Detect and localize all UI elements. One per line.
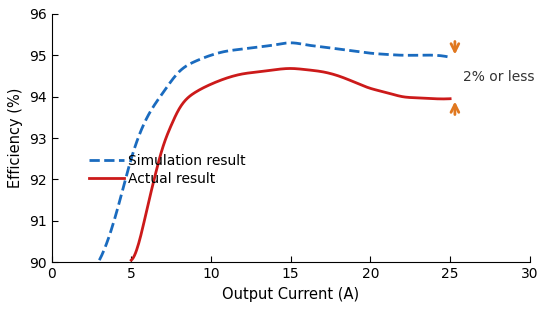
Simulation result — [287, 41, 294, 45]
Text: 2% or less: 2% or less — [463, 70, 535, 84]
Line: Actual result: Actual result — [131, 69, 450, 260]
Actual result — [319, 70, 326, 73]
Actual result — [418, 96, 425, 100]
Simulation result — [96, 258, 103, 262]
X-axis label: Output Current (A): Output Current (A) — [222, 287, 359, 302]
Actual result — [287, 67, 294, 70]
Simulation result — [415, 53, 422, 57]
Simulation result — [97, 256, 104, 260]
Actual result — [447, 97, 453, 100]
Actual result — [128, 258, 135, 262]
Line: Simulation result: Simulation result — [100, 43, 450, 260]
Simulation result — [312, 44, 318, 48]
Actual result — [129, 257, 136, 261]
Actual result — [398, 95, 404, 98]
Y-axis label: Efficiency (%): Efficiency (%) — [8, 88, 23, 188]
Simulation result — [393, 53, 399, 57]
Simulation result — [305, 43, 311, 47]
Legend: Simulation result, Actual result: Simulation result, Actual result — [89, 153, 245, 186]
Actual result — [324, 71, 331, 75]
Simulation result — [306, 43, 312, 47]
Simulation result — [447, 55, 453, 59]
Actual result — [318, 70, 324, 73]
